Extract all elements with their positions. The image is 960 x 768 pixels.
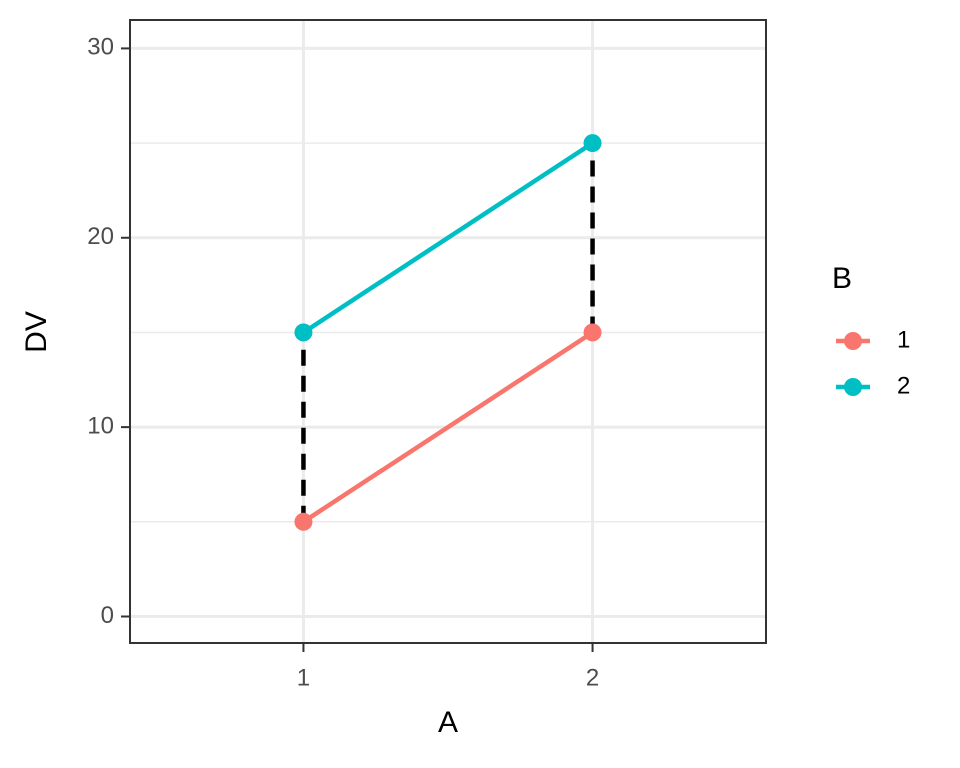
point (294, 323, 313, 342)
x-tick-label: 2 (586, 664, 599, 691)
point (583, 134, 602, 153)
legend-key-point (844, 378, 862, 396)
y-tick-label: 20 (87, 223, 114, 250)
series-line (302, 330, 594, 524)
series-line (302, 141, 594, 335)
legend-key-point (844, 332, 862, 350)
y-axis-title: DV (20, 311, 53, 353)
panel-border (129, 19, 767, 644)
point (294, 512, 313, 531)
y-tick-label: 10 (87, 412, 114, 439)
y-tick-label: 30 (87, 34, 114, 61)
x-axis-title: A (438, 706, 458, 739)
y-tick-label: 0 (101, 602, 114, 629)
legend-label: 1 (897, 326, 910, 353)
x-tick-label: 1 (297, 664, 310, 691)
legend-title: B (832, 262, 852, 295)
point (583, 323, 602, 342)
legend-label: 2 (897, 372, 910, 399)
